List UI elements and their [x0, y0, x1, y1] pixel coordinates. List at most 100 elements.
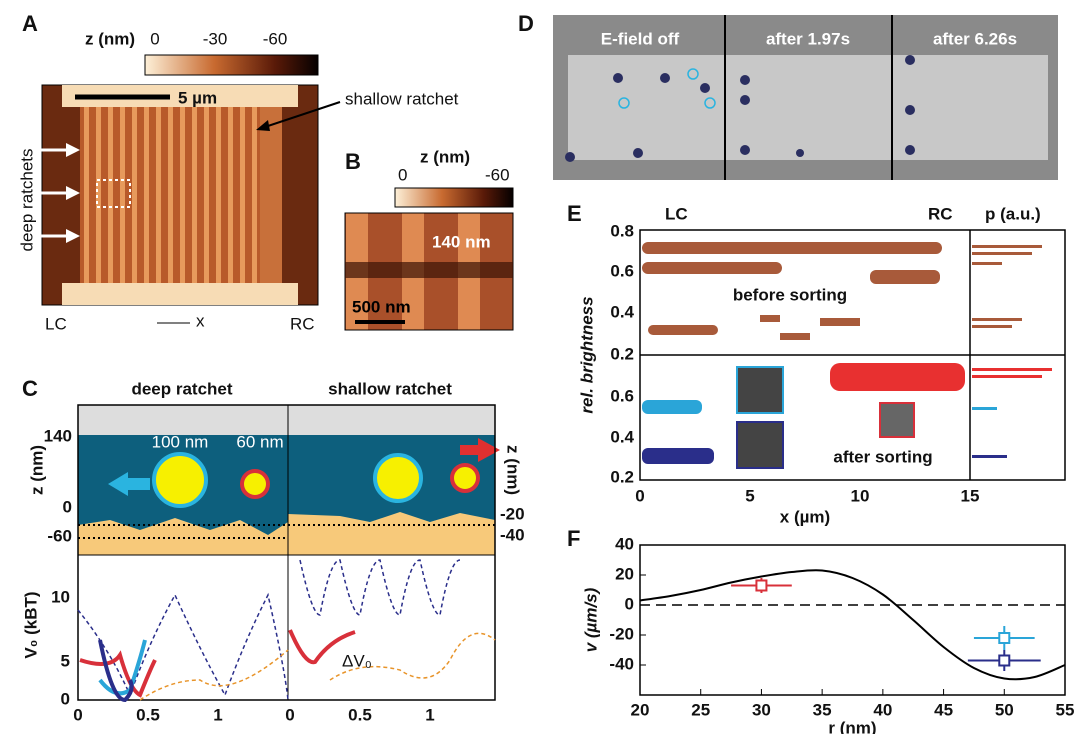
x-tick-label: 20: [631, 700, 650, 719]
annotation: after sorting: [833, 447, 932, 466]
particles: [565, 55, 915, 162]
y-tick: 0.2: [610, 467, 634, 486]
side-label: deep ratchets: [17, 148, 36, 251]
arrows: [40, 148, 70, 238]
frame: [639, 544, 1066, 696]
panel-label: E: [567, 201, 582, 226]
x-tick: 1: [213, 705, 222, 724]
inset: [879, 402, 915, 438]
x-tick-label: 35: [813, 700, 832, 719]
y-tick: 0: [61, 689, 70, 708]
groove: [345, 262, 513, 278]
particle: [373, 453, 423, 503]
header: deep ratchet: [131, 379, 232, 398]
inset: [736, 366, 784, 414]
y-tick: 0.4: [610, 427, 634, 446]
x-tick-label: 40: [873, 700, 892, 719]
annotation: before sorting: [733, 285, 847, 304]
potential: [299, 559, 461, 616]
blobs: [642, 242, 1042, 340]
y-label: rel. brightness: [577, 296, 596, 413]
particle-label: 60 nm: [236, 432, 283, 451]
curve: [639, 569, 1066, 681]
rc-label: RC: [928, 204, 953, 223]
particle-label: 100 nm: [152, 432, 209, 451]
colorbar-label: z (nm): [420, 147, 470, 166]
panel-d: D E-field off after 1.97s after 6.26s: [518, 11, 1058, 180]
trajectory: [98, 639, 134, 703]
lc-label: LC: [45, 314, 67, 333]
particle: [240, 469, 270, 499]
x-tick: 0: [285, 705, 294, 724]
y-tick: 140: [44, 426, 72, 445]
arrow: [108, 472, 150, 496]
y-tick-label: 20: [615, 564, 634, 583]
y-tick: -60: [47, 526, 72, 545]
x-label: r (nm): [828, 718, 876, 734]
y2-tick: -20: [500, 504, 525, 523]
substrate: [78, 512, 495, 555]
panel-e: E LC RC p (a.u.) 0.8 0.6 0.4 0.2 0.6 0.4…: [567, 201, 1066, 526]
colorbar-tick: -30: [203, 29, 228, 48]
particle: [450, 463, 480, 493]
y-tick: 5: [61, 651, 70, 670]
y2-tick: -40: [500, 525, 525, 544]
x-tick: 1: [425, 705, 434, 724]
x-tick-label: 55: [1056, 700, 1074, 719]
annotation: ΔV₀: [342, 651, 372, 670]
x-tick: 0: [635, 486, 644, 505]
panel-f: F 40 20 0 -20 -40 20 25 30 35 40 45 50 55 r (nm) v (µm…: [567, 526, 1074, 734]
colorbar-tick: -60: [485, 165, 510, 184]
panel-label: D: [518, 11, 534, 36]
x-tick: 0.5: [348, 705, 372, 724]
scale-label: 5 µm: [178, 88, 217, 107]
pointer: [261, 101, 341, 129]
x-tick: 15: [961, 486, 980, 505]
x-label: x: [196, 311, 205, 330]
ratchet: [260, 107, 282, 283]
y-tick-label: 0: [625, 594, 634, 613]
y-tick-label: -20: [609, 624, 634, 643]
x-tick: 0.5: [136, 705, 160, 724]
x-tick-label: 45: [934, 700, 953, 719]
x-tick-label: 25: [691, 700, 710, 719]
x-label: x (µm): [780, 507, 830, 526]
lc-label: LC: [665, 204, 688, 223]
y-tick: 0.8: [610, 221, 634, 240]
y-tick-label: -40: [609, 654, 634, 673]
y-label: v (µm/s): [581, 587, 600, 652]
y-tick: 0.2: [610, 344, 634, 363]
scale-label: 500 nm: [352, 297, 411, 316]
colorbar: [144, 54, 319, 76]
potential: [77, 592, 289, 701]
panel-a: A z (nm) 0 -30 -60 5 µm shallow ratchet …: [17, 11, 458, 334]
y-tick: 10: [51, 587, 70, 606]
ratchet: [80, 107, 260, 283]
point: [755, 579, 768, 592]
panel-label: A: [22, 11, 38, 36]
y-label: V₀ (kBT): [21, 591, 40, 658]
colorbar-label: z (nm): [85, 29, 135, 48]
frame-title: after 1.97s: [766, 29, 850, 48]
side-label: p (a.u.): [985, 204, 1041, 223]
y-tick: 0.4: [610, 302, 634, 321]
colorbar-tick: 0: [150, 29, 159, 48]
point: [998, 632, 1011, 644]
particle: [152, 452, 208, 508]
channel: [62, 85, 298, 107]
panel-c: C deep ratchet shallow ratchet 100 nm 60…: [21, 376, 524, 725]
arrow: [460, 438, 500, 462]
chamber: [568, 55, 1048, 160]
header: shallow ratchet: [328, 379, 452, 398]
y-tick: 0.6: [610, 261, 634, 280]
annotation: shallow ratchet: [345, 89, 459, 108]
x-tick: 10: [851, 486, 870, 505]
x-tick: 5: [745, 486, 754, 505]
frame-title: E-field off: [601, 29, 680, 48]
frame: [77, 404, 496, 701]
panel-label: C: [22, 376, 38, 401]
annotation: 140 nm: [432, 232, 491, 251]
point: [998, 654, 1011, 667]
rc-label: RC: [290, 314, 315, 333]
